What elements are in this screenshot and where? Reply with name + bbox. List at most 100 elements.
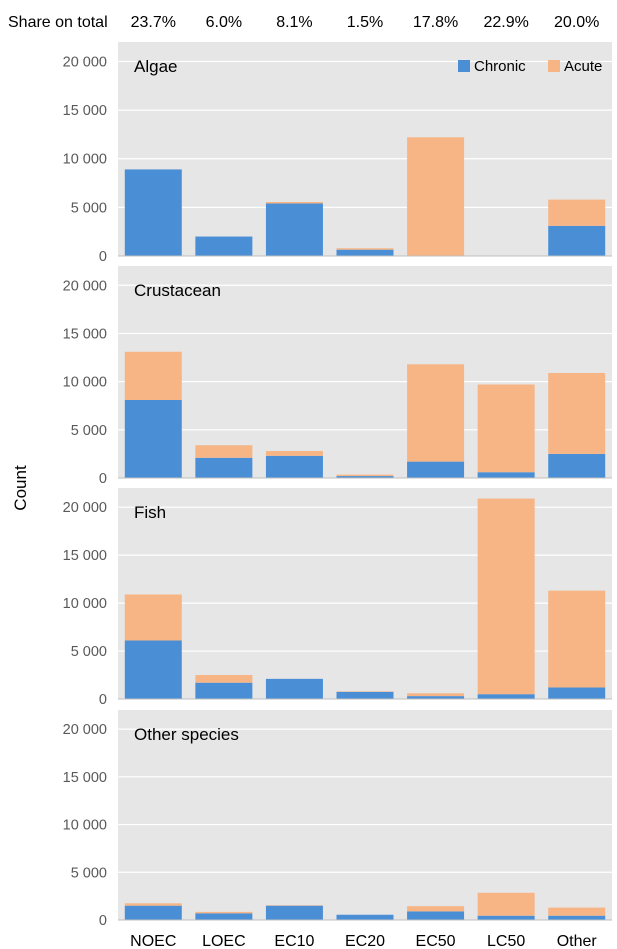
panel-title: Fish [134, 503, 166, 522]
bar-chronic [336, 691, 394, 699]
share-row: Share on total 23.7% 6.0% 8.1% 1.5% 17.8% 22.… [8, 14, 599, 31]
bar-acute [124, 903, 182, 906]
x-tick-label: EC20 [345, 933, 385, 949]
bar-acute [548, 372, 606, 454]
bar-chronic [336, 914, 394, 920]
share-value: 23.7% [131, 14, 176, 31]
bar-chronic [336, 476, 394, 478]
bar-acute [407, 137, 465, 256]
x-tick-label: LC50 [487, 933, 525, 949]
panel-other-species: 0 5 000 10 000 15 000 20 000 Other species [63, 710, 612, 929]
bar-chronic [195, 236, 253, 256]
panels: 0 5 000 10 000 15 000 20 000 Algae 0 5 000 10 00… [63, 42, 612, 929]
bar-chronic [124, 169, 182, 256]
bar-chronic [548, 687, 606, 699]
y-tick-label: 20 000 [63, 278, 107, 294]
bar-chronic [124, 905, 182, 920]
panel-fish: 0 5 000 10 000 15 000 20 000 Fish [63, 488, 612, 708]
bar-chronic [124, 640, 182, 699]
bar-acute [195, 911, 253, 914]
bar-acute [477, 498, 535, 695]
bar-acute [407, 364, 465, 462]
bar-acute [336, 248, 394, 250]
share-value: 8.1% [276, 14, 312, 31]
bar-chronic [265, 678, 323, 699]
panel-title: Crustacean [134, 281, 221, 300]
y-tick-label: 10 000 [63, 818, 107, 834]
bar-chronic [477, 694, 535, 699]
bar-acute [477, 892, 535, 916]
bar-acute [124, 351, 182, 400]
y-tick-label: 5 000 [71, 865, 107, 881]
bar-chronic [477, 472, 535, 478]
bar-acute [548, 199, 606, 226]
share-value: 6.0% [206, 14, 242, 31]
panel-title: Algae [134, 57, 177, 76]
y-tick-label: 15 000 [63, 770, 107, 786]
share-value: 22.9% [483, 14, 528, 31]
bar-acute [124, 594, 182, 641]
bar-acute [336, 474, 394, 477]
y-tick-label: 5 000 [71, 423, 107, 439]
bar-chronic [548, 225, 606, 256]
y-tick-label: 20 000 [63, 722, 107, 738]
y-tick-label: 5 000 [71, 200, 107, 216]
y-tick-label: 0 [99, 692, 107, 708]
y-tick-label: 5 000 [71, 644, 107, 660]
x-tick-label: Other [557, 933, 598, 949]
y-tick-label: 15 000 [63, 103, 107, 119]
panel-background [118, 488, 612, 699]
bar-chronic [548, 453, 606, 478]
panel-background [118, 710, 612, 920]
y-axis-label: Count [11, 465, 30, 511]
bar-acute [265, 451, 323, 456]
x-tick-label: LOEC [202, 933, 246, 949]
y-tick-label: 15 000 [63, 326, 107, 342]
y-tick-label: 0 [99, 471, 107, 487]
bar-chronic [265, 455, 323, 478]
legend-label: Chronic [474, 58, 526, 75]
x-axis: NOEC LOEC EC10 EC20 EC50 LC50 Other [130, 933, 597, 949]
bar-chronic [477, 915, 535, 920]
bar-acute [548, 907, 606, 916]
panel-title: Other species [134, 725, 239, 744]
y-tick-label: 20 000 [63, 500, 107, 516]
bar-acute [407, 693, 465, 697]
legend-swatch [548, 60, 560, 72]
y-tick-label: 20 000 [63, 54, 107, 70]
bar-chronic [265, 203, 323, 256]
x-tick-label: NOEC [130, 933, 176, 949]
share-label: Share on total [8, 14, 108, 31]
y-tick-label: 10 000 [63, 375, 107, 391]
legend-swatch [458, 60, 470, 72]
share-value: 20.0% [554, 14, 599, 31]
x-tick-label: EC10 [274, 933, 314, 949]
legend-label: Acute [564, 58, 602, 75]
bar-chronic [195, 457, 253, 478]
legend: Chronic Acute [458, 58, 602, 75]
x-tick-label: EC50 [416, 933, 456, 949]
y-tick-label: 0 [99, 249, 107, 265]
bar-chronic [195, 913, 253, 920]
panel-algae: 0 5 000 10 000 15 000 20 000 Algae [63, 42, 612, 265]
bar-acute [195, 675, 253, 683]
bar-acute [265, 202, 323, 204]
y-tick-label: 0 [99, 913, 107, 929]
bar-chronic [407, 696, 465, 699]
bar-chronic [265, 905, 323, 920]
bar-chronic [336, 249, 394, 256]
bar-acute [407, 906, 465, 912]
share-value: 17.8% [413, 14, 458, 31]
bar-acute [477, 384, 535, 473]
bar-acute [548, 590, 606, 688]
panel-crustacean: 0 5 000 10 000 15 000 20 000 Crustacean [63, 266, 612, 487]
y-tick-label: 10 000 [63, 152, 107, 168]
panel-background [118, 42, 612, 256]
bar-chronic [407, 911, 465, 920]
bar-chronic [195, 682, 253, 699]
y-tick-label: 15 000 [63, 548, 107, 564]
bar-chronic [124, 399, 182, 478]
y-tick-label: 10 000 [63, 596, 107, 612]
share-value: 1.5% [347, 14, 383, 31]
